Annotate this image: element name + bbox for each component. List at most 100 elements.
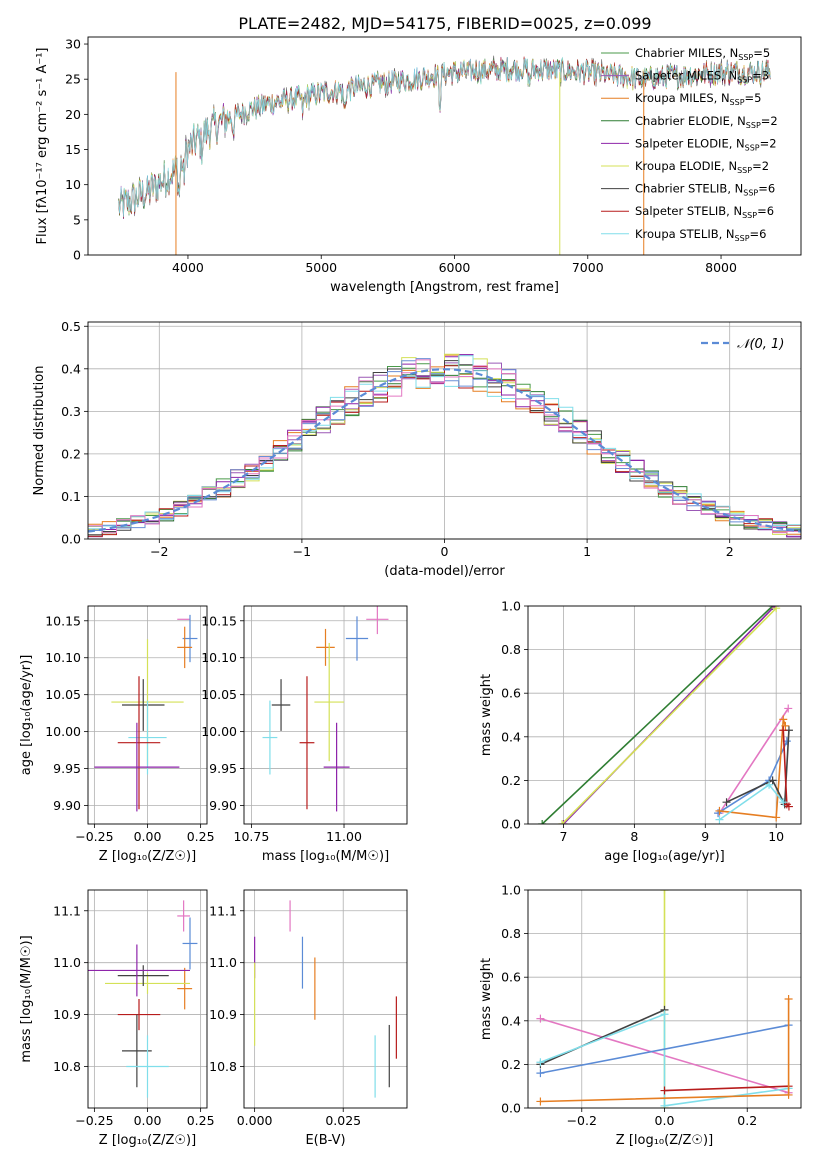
weight-series-line bbox=[540, 1024, 789, 1074]
y-tick-label: 0.1 bbox=[61, 489, 81, 504]
x-tick-label: 1 bbox=[583, 544, 591, 559]
x-tick-label: 0.025 bbox=[325, 1113, 361, 1128]
errorbar-point bbox=[88, 944, 190, 997]
legend-entry: Kroupa STELIB, NSSP=6 bbox=[635, 227, 766, 243]
weight-marker bbox=[715, 815, 724, 824]
x-tick-label: 10 bbox=[768, 829, 784, 844]
age_vs_mass-plot-area bbox=[262, 606, 389, 812]
x-tick-label: −1 bbox=[293, 544, 311, 559]
weight-marker bbox=[772, 813, 781, 822]
weight-marker bbox=[768, 776, 777, 785]
errorbar-point bbox=[117, 999, 161, 1031]
y-tick-label: 0.4 bbox=[61, 361, 81, 376]
spectrum-legend: Chabrier MILES, NSSP=5 Salpeter MILES, NS… bbox=[601, 46, 778, 243]
mass_weight_vs_age-panel: 7 8 9 10 0.0 0.2 0.4 0.6 0.8 1.0 age [log₁₀(age/yr… bbox=[479, 599, 802, 864]
mass_weight_vs_Z-frame bbox=[527, 889, 802, 1109]
x-tick-label: 6000 bbox=[439, 260, 471, 275]
x-tick-label: 5000 bbox=[305, 260, 337, 275]
weight-marker bbox=[660, 1086, 669, 1095]
y-tick-label: 11.1 bbox=[209, 903, 237, 918]
y-tick-label: 9.90 bbox=[53, 798, 81, 813]
x-tick-label: 0.25 bbox=[187, 1113, 215, 1128]
x-tick-label: 4000 bbox=[172, 260, 204, 275]
y-tick-label: 10.05 bbox=[45, 687, 81, 702]
errorbar-point bbox=[126, 1035, 169, 1098]
legend-entry: Salpeter MILES, NSSP=3 bbox=[635, 69, 769, 85]
weight-marker bbox=[660, 1010, 669, 1019]
errorbar-point bbox=[323, 722, 350, 812]
residuals-xlabel: (data-model)/error bbox=[384, 564, 505, 579]
residuals-panel: −2 −1 0 1 2 0.0 0.1 0.2 0.3 0.4 0.5 (data-model)/er… bbox=[32, 319, 802, 579]
errorbar-point bbox=[345, 616, 369, 661]
x-tick-label: 2 bbox=[726, 544, 734, 559]
x-tick-label: −0.25 bbox=[75, 829, 113, 844]
y-tick-label: 0.8 bbox=[501, 642, 521, 657]
weight-series-line bbox=[540, 1009, 665, 1066]
weight-marker bbox=[784, 995, 793, 1003]
weight-marker bbox=[779, 798, 788, 807]
errorbar-point bbox=[182, 917, 198, 970]
weight-marker bbox=[781, 721, 790, 730]
weight-marker bbox=[779, 715, 788, 724]
y-tick-label: 15 bbox=[65, 142, 81, 157]
residuals-plot-area bbox=[88, 353, 801, 538]
histogram-series bbox=[88, 359, 801, 534]
residuals-legend: 𝒩(0, 1) bbox=[701, 337, 784, 352]
age_vs_Z-ylabel: age [log₁₀(age/yr)] bbox=[19, 655, 34, 776]
mass_vs_ebv-panel: 0.000 0.025 10.8 10.9 11.0 11.1 E(B-V) bbox=[209, 889, 408, 1148]
y-tick-label: 10.00 bbox=[201, 724, 237, 739]
y-tick-label: 0.6 bbox=[501, 686, 521, 701]
y-tick-label: 9.95 bbox=[209, 761, 237, 776]
errorbar-point bbox=[177, 900, 190, 932]
weight-marker bbox=[536, 1097, 545, 1106]
spectrum-xlabel: wavelength [Angstrom, rest frame] bbox=[330, 280, 559, 295]
weight-marker bbox=[779, 726, 788, 735]
errorbar-point bbox=[177, 967, 193, 1010]
y-tick-label: 10.8 bbox=[53, 1059, 81, 1074]
y-tick-label: 25 bbox=[65, 72, 81, 87]
y-tick-label: 20 bbox=[65, 107, 81, 122]
y-tick-label: 0.0 bbox=[501, 817, 521, 832]
legend-entry: Kroupa MILES, NSSP=5 bbox=[635, 91, 761, 107]
mass_weight_vs_age-frame bbox=[527, 605, 802, 825]
y-tick-label: 0.0 bbox=[61, 532, 81, 547]
x-tick-label: 8000 bbox=[705, 260, 737, 275]
y-tick-label: 5 bbox=[73, 212, 81, 227]
weight-series-line bbox=[719, 719, 787, 819]
y-tick-label: 10.9 bbox=[209, 1007, 237, 1022]
mass_vs_Z-ylabel: mass [log₁₀(M/M☉)] bbox=[19, 935, 34, 1062]
weight-marker bbox=[558, 820, 567, 824]
y-tick-label: 0.0 bbox=[501, 1101, 521, 1116]
mass_weight_vs_Z-xlabel: Z [log₁₀(Z/Z☉)] bbox=[616, 1133, 713, 1148]
residuals-frame bbox=[87, 321, 802, 540]
y-tick-label: 10 bbox=[65, 177, 81, 192]
y-tick-label: 10.15 bbox=[45, 613, 81, 628]
weight-marker bbox=[715, 806, 724, 815]
mass_weight_vs_age-xlabel: age [log₁₀(age/yr)] bbox=[604, 849, 725, 864]
legend-entry: 𝒩(0, 1) bbox=[737, 337, 784, 352]
weight-marker bbox=[765, 780, 774, 789]
y-tick-label: 10.9 bbox=[53, 1007, 81, 1022]
errorbar-point bbox=[366, 606, 389, 635]
x-tick-label: 0.25 bbox=[187, 829, 215, 844]
mass_weight_vs_age-ylabel: mass weight bbox=[479, 674, 494, 756]
errorbar-point bbox=[105, 973, 190, 994]
x-tick-label: 9 bbox=[701, 829, 709, 844]
y-tick-label: 30 bbox=[65, 37, 81, 52]
weight-series-line bbox=[726, 730, 790, 808]
weight-marker bbox=[660, 1101, 669, 1108]
spectrum-series-line bbox=[118, 56, 771, 218]
weight-marker bbox=[538, 820, 547, 824]
x-tick-label: 0.00 bbox=[134, 829, 162, 844]
errorbar-point bbox=[299, 676, 315, 810]
x-tick-label: 11.00 bbox=[326, 829, 362, 844]
legend-entry: Kroupa ELODIE, NSSP=2 bbox=[635, 159, 769, 175]
legend-entry: Chabrier STELIB, NSSP=6 bbox=[635, 182, 775, 198]
x-tick-label: 7000 bbox=[572, 260, 604, 275]
spectrum-panel: 4000 5000 6000 7000 8000 0 5 10 15 20 25 30 waveleng… bbox=[35, 37, 802, 295]
errorbar-point bbox=[122, 1014, 152, 1088]
x-tick-label: 7 bbox=[559, 829, 567, 844]
mass_vs_Z-plot-area bbox=[88, 900, 198, 1098]
y-tick-label: 10.8 bbox=[209, 1059, 237, 1074]
